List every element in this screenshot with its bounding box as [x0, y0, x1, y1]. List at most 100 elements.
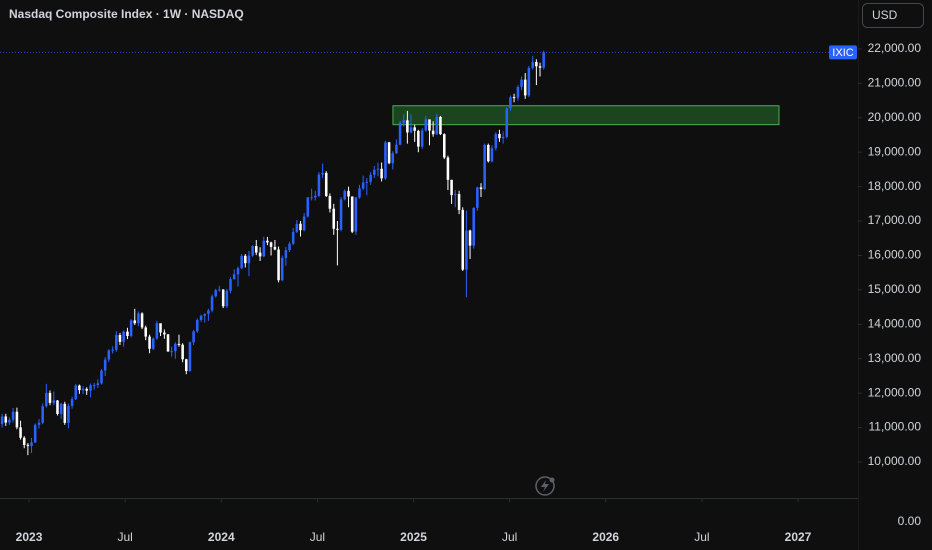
price-scale-bottom-label: 0.00 — [898, 514, 922, 528]
candle-body — [126, 331, 129, 337]
candle-body — [225, 290, 229, 307]
candle-body — [26, 444, 30, 446]
x-tick-label: Jul — [310, 530, 325, 544]
candle-body — [92, 385, 96, 387]
candle-body — [443, 134, 446, 158]
y-tick-label: 14,000.00 — [868, 316, 922, 330]
candle-body — [240, 255, 243, 269]
candle-body — [365, 181, 369, 183]
candle-body — [151, 338, 155, 349]
candle-body — [398, 122, 402, 145]
candle-body — [332, 208, 336, 229]
candle-body — [457, 194, 461, 210]
candle-body — [33, 424, 37, 443]
candle-body — [100, 370, 103, 384]
candle-body — [74, 385, 78, 400]
candle-body — [354, 197, 358, 232]
candle-body — [192, 331, 195, 343]
candle-body — [317, 174, 321, 196]
candle-body — [439, 116, 442, 135]
candle-body — [350, 196, 354, 232]
candle-body — [476, 187, 479, 208]
candle-body — [78, 385, 81, 391]
candle-body — [4, 416, 8, 423]
candle-body — [369, 174, 372, 182]
candle-body — [387, 142, 391, 164]
y-tick-label: 22,000.00 — [868, 41, 922, 55]
currency-button[interactable] — [862, 3, 924, 28]
candle-body — [321, 172, 324, 175]
price-zone — [392, 105, 780, 126]
candle-body — [251, 246, 254, 256]
y-tick-label: 10,000.00 — [868, 454, 922, 468]
symbol-label-box — [829, 45, 857, 60]
watermark-logo — [535, 476, 555, 496]
candle-body — [450, 179, 453, 196]
candle-body — [81, 388, 85, 391]
candle-body — [336, 228, 339, 230]
symbol-label: IXIC — [832, 47, 853, 59]
candle-body — [339, 199, 343, 230]
candle-body — [52, 400, 56, 403]
x-tick-label: 2023 — [16, 530, 43, 544]
candle-body — [306, 197, 310, 217]
y-tick-label: 16,000.00 — [868, 248, 922, 262]
candle-body — [144, 327, 148, 337]
candle-body — [221, 289, 225, 307]
candle-body — [299, 223, 302, 231]
candle-body — [295, 223, 299, 232]
candle-body — [118, 335, 122, 342]
y-tick-label: 18,000.00 — [868, 179, 922, 193]
candle-body — [527, 67, 531, 96]
candle-body — [56, 400, 59, 414]
candle-body — [490, 148, 494, 162]
candle-body — [310, 197, 313, 199]
candle-body — [347, 190, 350, 197]
candle-body — [535, 61, 538, 67]
candle-body — [395, 144, 398, 154]
y-tick-label: 13,000.00 — [868, 351, 922, 365]
currency-button-label[interactable]: USD — [872, 8, 898, 22]
candle-body — [501, 136, 505, 139]
candle-body — [247, 255, 251, 264]
candle-body — [137, 313, 140, 324]
x-tick-label: Jul — [694, 530, 709, 544]
candle-body — [273, 246, 277, 250]
candle-body — [358, 188, 361, 198]
candle-body — [166, 334, 170, 352]
candle-body — [314, 195, 317, 198]
candle-body — [232, 274, 236, 280]
candle-body — [85, 388, 88, 391]
candle-body — [177, 343, 181, 345]
candle-body — [361, 182, 365, 189]
candle-body — [96, 383, 100, 386]
x-tick-label: Jul — [117, 530, 132, 544]
candle-body — [498, 133, 501, 139]
candle-body — [67, 405, 70, 423]
candle-body — [236, 268, 240, 275]
candle-body — [188, 342, 192, 372]
candle-body — [343, 190, 346, 200]
candle-body — [11, 411, 15, 420]
candle-body — [218, 289, 221, 291]
candle-body — [376, 168, 380, 170]
chart-title: Nasdaq Composite Index · 1W · NASDAQ — [9, 7, 244, 21]
candle-body — [170, 351, 173, 353]
candle-body — [59, 403, 63, 414]
candle-body — [291, 231, 295, 244]
candle-body — [174, 343, 177, 352]
candle-body — [140, 313, 144, 328]
candle-body — [487, 144, 490, 162]
candle-body — [288, 243, 291, 251]
candle-body — [45, 392, 48, 407]
y-tick-label: 21,000.00 — [868, 76, 922, 90]
candle-body — [509, 97, 512, 109]
y-tick-label: 17,000.00 — [868, 213, 922, 227]
candle-body — [324, 172, 328, 197]
candle-body — [453, 194, 457, 196]
candle-body — [483, 144, 486, 190]
candle-body — [380, 168, 383, 179]
candle-body — [431, 130, 435, 135]
